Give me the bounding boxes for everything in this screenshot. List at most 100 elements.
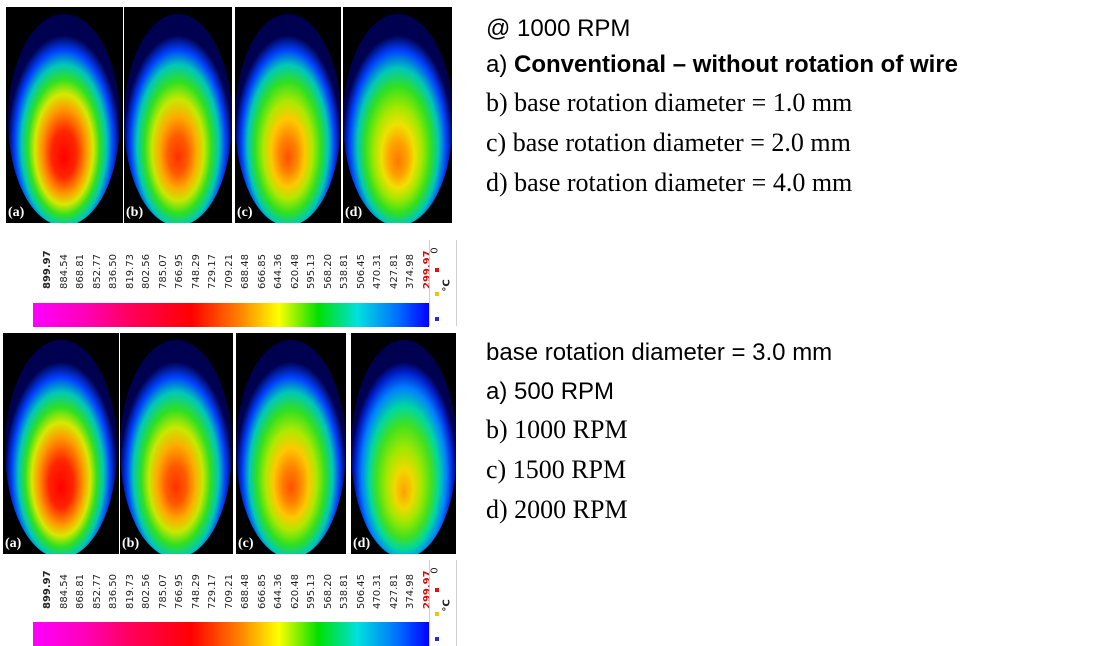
colorbar-tick: 595.13: [297, 561, 317, 619]
colorbar-tick: 688.48: [231, 561, 251, 619]
colorbar-tick: 729.17: [198, 241, 218, 299]
top-legend-item-c: c) base rotation diameter = 2.0 mm: [486, 128, 851, 157]
thermal-panel-top-c: (c): [235, 7, 341, 223]
colorbar-tick: 729.17: [198, 561, 218, 619]
colorbar-tick: 568.20: [314, 241, 334, 299]
colorbar-tick: 644.36: [264, 561, 284, 619]
colorbar-tick: 802.56: [132, 241, 152, 299]
colorbar-tick: 470.31: [363, 561, 383, 619]
colorbar-tick: 470.31: [363, 241, 383, 299]
marker-yellow: [435, 292, 439, 296]
panel-label: (b): [122, 536, 140, 551]
colorbar-tick: 802.56: [132, 561, 152, 619]
colorbar-tick: 299.97: [413, 241, 433, 299]
colorbar-tick: 884.54: [50, 241, 70, 299]
bottom-legend-heading: base rotation diameter = 3.0 mm: [486, 339, 833, 366]
colorbar-tick: 836.50: [99, 561, 119, 619]
colorbar-tick: 852.77: [83, 241, 103, 299]
colorbar-unit: °C: [441, 279, 453, 292]
colorbar-tick: 620.48: [281, 561, 301, 619]
colorbar-strip: [33, 303, 429, 327]
thermal-panel-bottom-c: (c): [236, 333, 346, 554]
thermal-plume: [235, 14, 341, 223]
thermal-plume: [236, 340, 346, 554]
colorbar-tick: 538.81: [330, 241, 350, 299]
colorbar-tick: 620.48: [281, 241, 301, 299]
marker-yellow: [435, 612, 439, 616]
thermal-plume: [120, 340, 232, 554]
colorbar-tick: 374.98: [396, 241, 416, 299]
colorbar-tick: 506.45: [347, 241, 367, 299]
colorbar-tick: 595.13: [297, 241, 317, 299]
colorbar-zero-label: 0: [429, 247, 441, 254]
colorbar-strip: [33, 622, 429, 646]
colorbar-tick: 644.36: [264, 241, 284, 299]
colorbar-tick: 868.81: [66, 241, 86, 299]
bottom-legend-item-c: c) 1500 RPM: [486, 455, 627, 484]
colorbar-tick: 766.95: [165, 241, 185, 299]
colorbar-tick: 748.29: [182, 561, 202, 619]
marker-red: [435, 268, 439, 272]
panel-label: (a): [8, 205, 25, 220]
colorbar-tick-labels: 899.97 884.54 868.81 852.77 836.50 819.73 802.…: [33, 561, 433, 619]
thermal-plume: [124, 14, 232, 223]
thermal-panel-bottom-a: (a): [3, 333, 119, 554]
top-legend-item-d: d) base rotation diameter = 4.0 mm: [486, 168, 853, 197]
thermal-panel-top-a: (a): [6, 7, 123, 223]
panel-label: (a): [5, 536, 22, 551]
colorbar-tick: 688.48: [231, 241, 251, 299]
top-legend-item-b: b) base rotation diameter = 1.0 mm: [486, 88, 853, 117]
colorbar-tick: 709.21: [215, 241, 235, 299]
bottom-legend-item-d: d) 2000 RPM: [486, 495, 628, 524]
colorbar-tick: 852.77: [83, 561, 103, 619]
thermal-plume: [351, 340, 456, 554]
colorbar-unit-box: 0 °C: [429, 560, 457, 646]
colorbar-tick: 427.81: [380, 241, 400, 299]
colorbar-tick: 836.50: [99, 241, 119, 299]
item-a-text: Conventional – without rotation of wire: [514, 51, 959, 78]
marker-blue: [435, 637, 439, 641]
colorbar-tick: 506.45: [347, 561, 367, 619]
thermal-plume: [8, 14, 120, 223]
colorbar-tick: 766.95: [165, 561, 185, 619]
top-legend-heading: @ 1000 RPM: [486, 15, 631, 42]
thermal-plume: [5, 340, 117, 554]
thermal-panel-top-b: (b): [124, 7, 232, 223]
bottom-legend-item-b: b) 1000 RPM: [486, 415, 628, 444]
colorbar-unit-box: 0 °C: [429, 240, 457, 326]
panel-label: (d): [353, 536, 371, 551]
marker-blue: [435, 317, 439, 321]
colorbar-tick: 709.21: [215, 561, 235, 619]
thermal-panel-top-d: (d): [343, 7, 452, 223]
marker-red: [435, 588, 439, 592]
colorbar-tick: 666.85: [248, 241, 268, 299]
colorbar-tick-labels: 899.97 884.54 868.81 852.77 836.50 819.73 802.…: [33, 241, 433, 299]
colorbar-tick: 785.07: [149, 561, 169, 619]
colorbar-tick: 538.81: [330, 561, 350, 619]
colorbar-tick: 819.73: [116, 241, 136, 299]
colorbar-zero-label: 0: [429, 567, 441, 574]
top-legend-item-a: a) Conventional – without rotation of wi…: [486, 51, 958, 79]
panel-label: (c): [237, 205, 253, 220]
colorbar-tick: 819.73: [116, 561, 136, 619]
colorbar-tick: 899.97: [33, 561, 53, 619]
item-a-prefix: a): [486, 51, 515, 78]
thermal-panel-bottom-d: (d): [351, 333, 456, 554]
thermal-panel-bottom-b: (b): [120, 333, 233, 554]
colorbar-tick: 299.97: [413, 561, 433, 619]
colorbar-tick: 427.81: [380, 561, 400, 619]
colorbar-tick: 666.85: [248, 561, 268, 619]
colorbar-tick: 374.98: [396, 561, 416, 619]
panel-label: (b): [126, 205, 144, 220]
bottom-legend-item-a: a) 500 RPM: [486, 378, 615, 405]
colorbar-tick: 868.81: [66, 561, 86, 619]
colorbar-tick: 785.07: [149, 241, 169, 299]
thermal-plume: [343, 14, 452, 223]
panel-label: (d): [345, 205, 363, 220]
colorbar-tick: 899.97: [33, 241, 53, 299]
colorbar-tick: 568.20: [314, 561, 334, 619]
colorbar-tick: 884.54: [50, 561, 70, 619]
panel-label: (c): [238, 536, 254, 551]
colorbar-unit: °C: [441, 599, 453, 612]
